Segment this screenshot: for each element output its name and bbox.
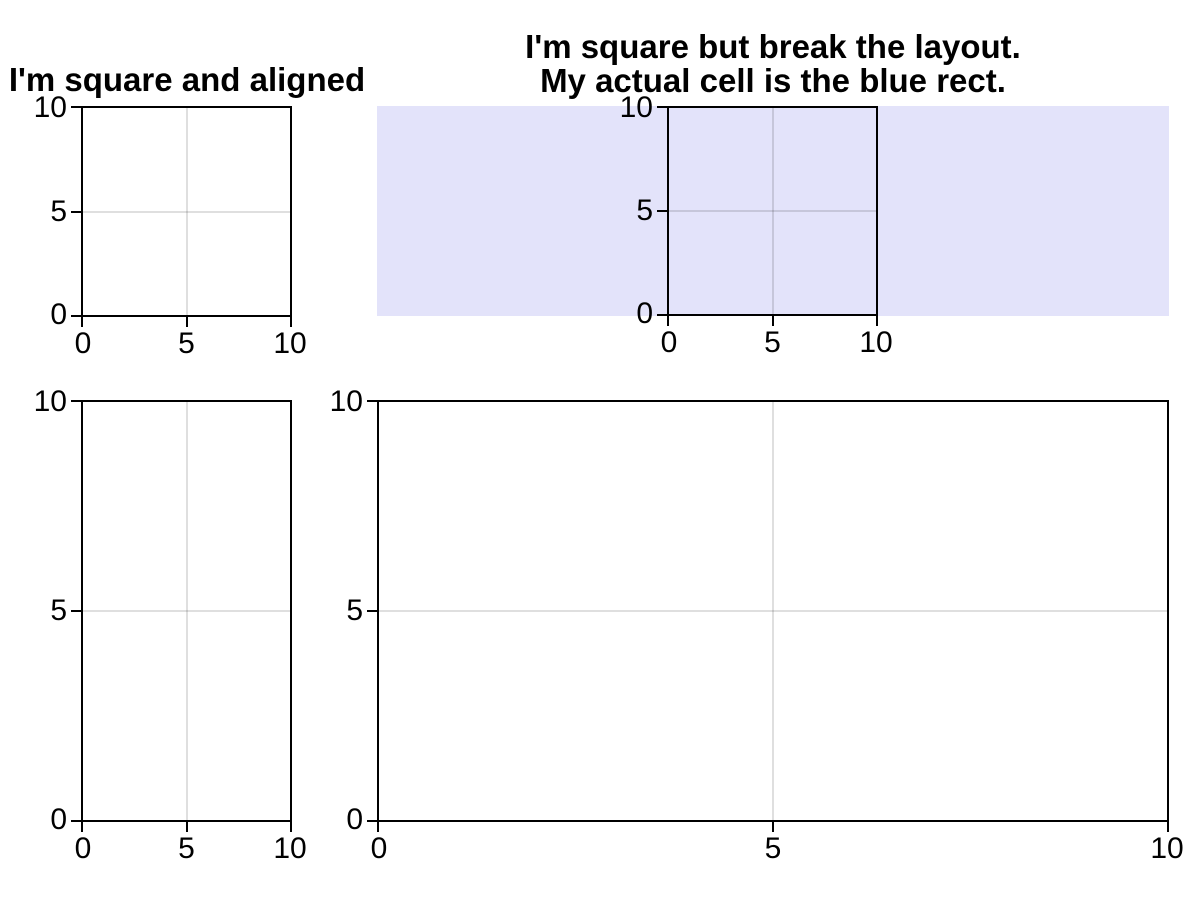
gridline-horizontal-y5 — [379, 610, 1167, 612]
x-tick-10 — [876, 316, 878, 326]
plot-title-top-right-line1: I'm square but break the layout. — [525, 28, 1021, 65]
x-tick-label-0: 0 — [660, 326, 678, 359]
y-tick-label-5: 5 — [50, 594, 67, 627]
x-tick-label-10: 10 — [1150, 832, 1184, 865]
y-tick-0 — [71, 315, 81, 317]
y-tick-5 — [71, 610, 81, 612]
gridline-horizontal-y5 — [83, 210, 290, 213]
x-tick-label-10: 10 — [273, 832, 307, 865]
gridline-vertical-x5 — [185, 108, 188, 315]
y-tick-label-5: 5 — [346, 594, 363, 627]
x-tick-label-10: 10 — [273, 327, 307, 360]
gridline-vertical-x5 — [771, 108, 774, 314]
x-tick-label-0: 0 — [74, 832, 92, 865]
x-tick-label-10: 10 — [859, 326, 893, 359]
gridspec-cell-rect — [377, 106, 1169, 316]
x-tick-10 — [290, 822, 292, 832]
y-tick-10 — [657, 106, 667, 108]
y-tick-5 — [657, 210, 667, 212]
x-tick-0 — [81, 822, 83, 832]
x-tick-5 — [185, 317, 188, 327]
x-tick-label-5: 5 — [764, 832, 782, 865]
y-tick-label-0: 0 — [50, 298, 67, 331]
x-tick-0 — [667, 316, 669, 326]
y-tick-label-10: 10 — [619, 91, 653, 124]
x-tick-label-5: 5 — [178, 327, 195, 360]
y-tick-label-10: 10 — [33, 91, 67, 124]
x-tick-label-5: 5 — [764, 326, 781, 359]
y-tick-label-0: 0 — [50, 803, 67, 836]
gridline-vertical-x5 — [185, 402, 188, 820]
y-tick-label-0: 0 — [636, 297, 653, 330]
y-tick-10 — [367, 400, 377, 402]
axes-top-right: 0 5 10 10 5 0 — [620, 93, 893, 358]
y-tick-10 — [71, 400, 81, 402]
y-tick-5 — [71, 210, 81, 213]
y-tick-label-5: 5 — [636, 194, 653, 227]
y-tick-5 — [367, 610, 377, 612]
x-tick-5 — [772, 822, 774, 832]
x-tick-5 — [185, 822, 188, 832]
y-tick-label-10: 10 — [329, 385, 363, 418]
y-tick-0 — [657, 314, 667, 316]
gridline-horizontal-y5 — [83, 610, 290, 612]
x-tick-label-0: 0 — [370, 832, 388, 865]
gridline-vertical-x5 — [772, 402, 774, 820]
x-tick-10 — [1167, 822, 1169, 832]
y-tick-label-0: 0 — [346, 803, 363, 836]
plot-title-top-right-line2: My actual cell is the blue rect. — [540, 61, 1006, 99]
y-tick-10 — [71, 106, 81, 108]
y-tick-0 — [71, 820, 81, 822]
x-tick-10 — [290, 317, 292, 327]
axes-top-left: 0 5 10 10 5 0 — [34, 93, 307, 359]
plot-title-top-right: I'm square but break the layout. My actu… — [525, 30, 1021, 97]
x-tick-label-5: 5 — [178, 832, 195, 865]
plot-title-top-left: I'm square and aligned — [8, 61, 366, 98]
x-tick-5 — [771, 316, 774, 326]
x-tick-0 — [81, 317, 83, 327]
y-tick-0 — [367, 820, 377, 822]
y-tick-label-10: 10 — [33, 385, 67, 418]
x-tick-0 — [377, 822, 379, 832]
axes-bottom-left: 0 5 10 10 5 0 — [34, 387, 307, 864]
gridline-horizontal-y5 — [669, 210, 876, 212]
y-tick-label-5: 5 — [50, 194, 67, 228]
axes-bottom-right: 0 5 10 10 5 0 — [330, 387, 1184, 864]
x-tick-label-0: 0 — [74, 327, 92, 360]
